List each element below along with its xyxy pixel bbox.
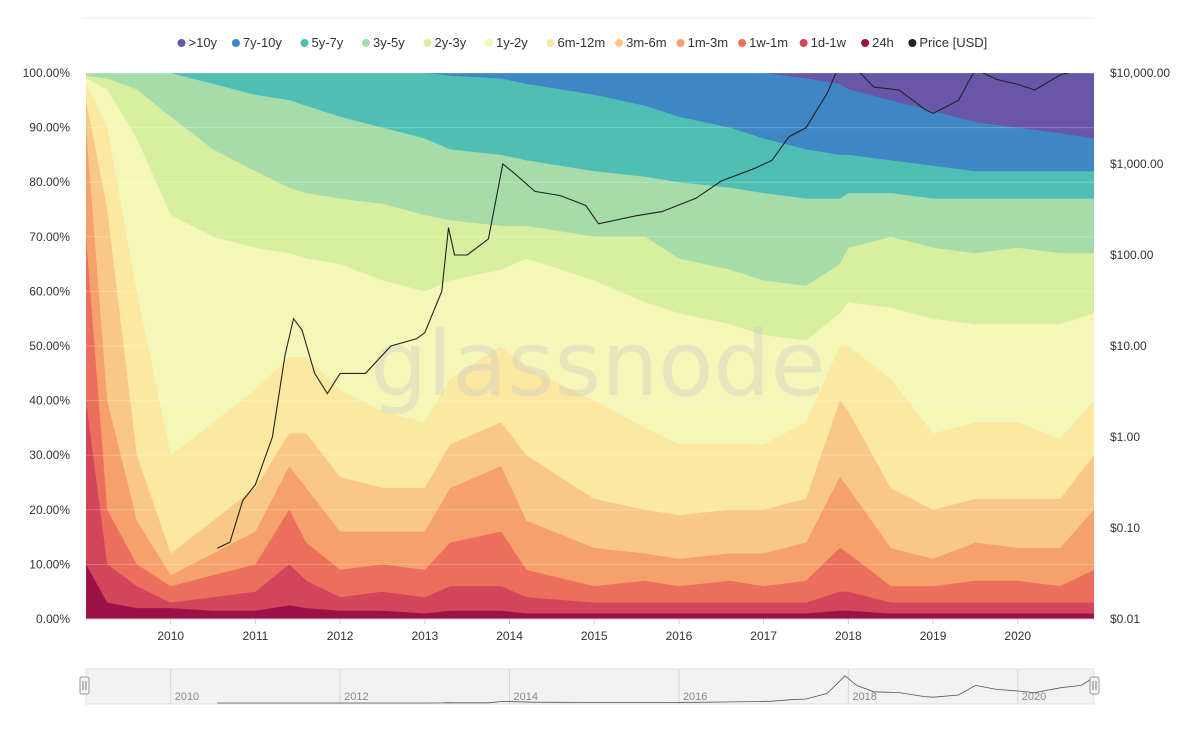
navigator-price-path [217, 675, 1095, 704]
legend-item[interactable]: 1w-1m [738, 35, 788, 50]
y-axis-left: 0.00% 10.00% 20.00% 30.00% 40.00% 50.00% 60.00… [23, 66, 71, 626]
legend-item[interactable]: 5y-7y [300, 35, 344, 50]
legend-label: 24h [872, 35, 894, 50]
y-left-tick-label: 80.00% [29, 175, 70, 189]
navigator-ticks: 2010 2012 2014 2016 2018 2020 [170, 669, 1046, 704]
legend-item[interactable]: 1m-3m [676, 35, 728, 50]
x-tick-label: 2011 [243, 629, 269, 643]
legend-marker [676, 39, 685, 47]
legend-marker [300, 39, 309, 47]
legend-label: 3y-5y [373, 35, 405, 50]
stacked-areas [86, 73, 1094, 619]
y-left-tick-label: 10.00% [29, 557, 70, 571]
area-1m-3m [86, 127, 1094, 619]
y-right-tick-label: $0.01 [1110, 612, 1140, 626]
x-tick-label: 2018 [835, 629, 862, 643]
legend-item[interactable]: 1y-2y [485, 35, 528, 50]
x-tick-label: 2013 [411, 629, 438, 643]
y-axis-right: $0.01 $0.10 $1.00 $10.00 $100.00 $1,000.00 $10… [1110, 66, 1170, 626]
legend-label: 1w-1m [749, 35, 788, 50]
legend-item[interactable]: 3m-6m [615, 35, 667, 50]
legend-label: Price [USD] [919, 35, 987, 50]
y-right-tick-label: $1,000.00 [1110, 157, 1164, 171]
y-left-tick-label: 30.00% [29, 448, 70, 462]
y-left-tick-label: 50.00% [29, 339, 70, 353]
navigator-label: 2016 [683, 691, 707, 703]
navigator-label: 2012 [344, 691, 368, 703]
legend-item[interactable]: 7y-10y [231, 35, 283, 50]
legend-label: 2y-3y [435, 35, 467, 50]
navigator-label: 2010 [175, 691, 199, 703]
legend-marker [908, 39, 917, 47]
legend-marker [738, 39, 747, 47]
y-right-tick-label: $10.00 [1110, 339, 1147, 353]
legend-marker [423, 39, 432, 47]
watermark: glassnode [370, 312, 826, 417]
x-axis: 2010 2011 2012 2013 2014 2015 2016 2017 2018 2019… [157, 619, 1031, 643]
y-left-tick-label: 70.00% [29, 230, 70, 244]
navigator[interactable]: 2010 2012 2014 2016 2018 2020 [79, 668, 1100, 705]
navigator-price-line [217, 675, 1095, 704]
x-tick-label: 2010 [157, 629, 184, 643]
y-left-tick-label: 100.00% [23, 66, 71, 80]
x-tick-label: 2015 [581, 629, 608, 643]
legend-marker [861, 39, 870, 47]
legend-label: 1d-1w [811, 35, 847, 50]
y-right-tick-label: $1.00 [1110, 430, 1140, 444]
legend-label: 6m-12m [558, 35, 606, 50]
legend-item[interactable]: >10y [177, 35, 218, 50]
x-tick-label: 2020 [1004, 629, 1031, 643]
x-tick-label: 2012 [327, 629, 354, 643]
legend-marker [799, 39, 808, 47]
legend-item[interactable]: 6m-12m [546, 35, 606, 50]
legend-item[interactable]: 24h [861, 35, 894, 50]
y-left-tick-label: 90.00% [29, 121, 70, 135]
y-left-tick-label: 40.00% [29, 394, 70, 408]
navigator-background [85, 668, 1095, 705]
legend-label: 1m-3m [688, 35, 728, 50]
navigator-label: 2020 [1022, 691, 1046, 703]
x-tick-label: 2019 [920, 629, 947, 643]
navigator-right-handle[interactable] [1089, 676, 1100, 695]
y-right-tick-label: $0.10 [1110, 521, 1140, 535]
legend-item[interactable]: 2y-3y [423, 35, 467, 50]
navigator-left-handle[interactable] [79, 676, 90, 695]
y-left-tick-label: 0.00% [36, 612, 70, 626]
legend-label: 7y-10y [243, 35, 283, 50]
y-right-tick-label: $100.00 [1110, 248, 1154, 262]
legend-item[interactable]: 1d-1w [799, 35, 847, 50]
legend-item[interactable]: 3y-5y [362, 35, 405, 50]
price-usd-line [217, 73, 1070, 549]
legend: >10y 7y-10y 5y-7y 3y-5y 2y-3y 1y-2y 6m-12m 3m-6… [177, 35, 987, 50]
legend-marker [231, 39, 240, 47]
navigator-label: 2018 [852, 691, 876, 703]
legend-label: >10y [189, 35, 218, 50]
x-tick-label: 2014 [496, 629, 523, 643]
y-left-tick-label: 20.00% [29, 503, 70, 517]
price-line [217, 73, 1070, 549]
x-tick-label: 2017 [750, 629, 777, 643]
legend-marker [546, 39, 555, 47]
navigator-label: 2014 [514, 691, 538, 703]
y-right-tick-label: $10,000.00 [1110, 66, 1170, 80]
legend-item[interactable]: Price [USD] [908, 35, 987, 50]
legend-marker [362, 39, 370, 47]
area-24h [86, 564, 1094, 619]
legend-marker [485, 39, 493, 47]
legend-label: 5y-7y [312, 35, 344, 50]
legend-label: 1y-2y [496, 35, 528, 50]
x-tick-label: 2016 [666, 629, 693, 643]
legend-label: 3m-6m [626, 35, 666, 50]
legend-marker [615, 39, 624, 47]
y-left-tick-label: 60.00% [29, 284, 70, 298]
legend-marker [177, 39, 186, 47]
